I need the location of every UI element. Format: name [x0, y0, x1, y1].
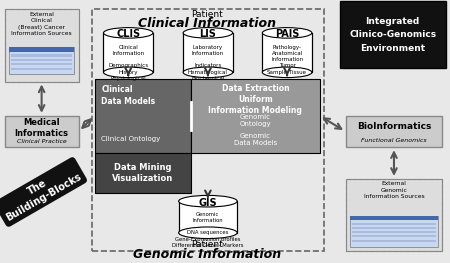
- Polygon shape: [104, 33, 153, 72]
- Text: Clinical Practice: Clinical Practice: [17, 139, 67, 144]
- Text: LIS: LIS: [199, 29, 216, 39]
- Bar: [4, 9, 79, 82]
- Bar: [352, 223, 436, 225]
- Text: PAIS: PAIS: [275, 29, 299, 39]
- Bar: [346, 179, 442, 251]
- Text: Functional Genomics: Functional Genomics: [361, 138, 427, 144]
- Ellipse shape: [262, 28, 312, 38]
- Text: Laboratory
Information

Indicators
Hematological
Biochemical: Laboratory Information Indicators Hemato…: [188, 45, 228, 81]
- Text: Genomic Information: Genomic Information: [133, 248, 281, 261]
- Text: Patient: Patient: [191, 240, 223, 249]
- Bar: [352, 227, 436, 229]
- Bar: [9, 47, 74, 52]
- Bar: [350, 216, 438, 247]
- Ellipse shape: [183, 28, 233, 38]
- Ellipse shape: [104, 67, 153, 78]
- Text: Data Mining
Visualization: Data Mining Visualization: [112, 163, 174, 183]
- Bar: [92, 9, 324, 251]
- Ellipse shape: [104, 28, 153, 38]
- Ellipse shape: [179, 227, 237, 239]
- Polygon shape: [183, 33, 233, 72]
- Text: Genomic
Information

DNA sequences
Gene-Expression profiles
Differential Gene - : Genomic Information DNA sequences Gene-E…: [172, 212, 243, 248]
- Ellipse shape: [183, 67, 233, 78]
- Text: GIS: GIS: [198, 198, 217, 208]
- Bar: [346, 179, 442, 251]
- Bar: [191, 79, 320, 153]
- Text: External
Genomic
Information Sources: External Genomic Information Sources: [364, 181, 424, 199]
- Bar: [94, 79, 191, 153]
- Text: Genomic
Data Models: Genomic Data Models: [234, 133, 277, 146]
- Text: Pathology-
Anatomical
Information
Tumor
Sample/Tissue: Pathology- Anatomical Information Tumor …: [267, 45, 307, 74]
- Bar: [352, 231, 436, 233]
- Polygon shape: [179, 201, 237, 233]
- Text: BioInformatics: BioInformatics: [357, 122, 431, 131]
- Text: CLIS: CLIS: [116, 29, 140, 39]
- Polygon shape: [262, 33, 312, 72]
- Text: Data Extraction
Uniform
Information Modeling: Data Extraction Uniform Information Mode…: [208, 84, 302, 115]
- Text: External
Clinical
(Breast) Cancer
Information Sources: External Clinical (Breast) Cancer Inform…: [11, 12, 72, 36]
- Bar: [9, 47, 74, 74]
- Ellipse shape: [262, 67, 312, 78]
- Bar: [352, 240, 436, 242]
- Text: Clinical Ontology: Clinical Ontology: [101, 136, 161, 142]
- Bar: [11, 54, 72, 57]
- Bar: [4, 9, 79, 82]
- Text: Medical
Informatics: Medical Informatics: [14, 118, 68, 138]
- Text: Clinical
Information

Demographics
History
Physiological: Clinical Information Demographics Histor…: [108, 45, 148, 81]
- Text: Clinical
Data Models: Clinical Data Models: [101, 85, 155, 105]
- Bar: [4, 116, 79, 147]
- Bar: [11, 63, 72, 65]
- Bar: [11, 59, 72, 61]
- Text: Integrated
Clinico-Genomics
Environment: Integrated Clinico-Genomics Environment: [349, 17, 436, 53]
- Bar: [350, 216, 438, 220]
- Bar: [11, 68, 72, 70]
- Bar: [94, 153, 191, 193]
- Ellipse shape: [179, 195, 237, 207]
- Text: The
Building-Blocks: The Building-Blocks: [0, 161, 83, 223]
- Bar: [340, 1, 446, 68]
- Text: Patient: Patient: [191, 10, 223, 19]
- Bar: [352, 235, 436, 237]
- Text: Clinical Information: Clinical Information: [138, 17, 276, 30]
- Bar: [346, 116, 442, 147]
- Text: Genomic
Ontology: Genomic Ontology: [239, 114, 271, 128]
